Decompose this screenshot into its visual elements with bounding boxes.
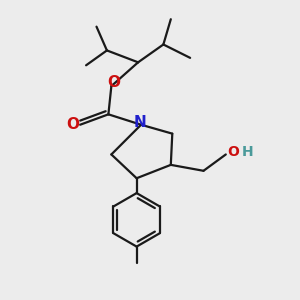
Text: N: N xyxy=(133,115,146,130)
Text: H: H xyxy=(242,145,254,159)
Text: O: O xyxy=(227,145,239,159)
Text: O: O xyxy=(107,75,120,90)
Text: O: O xyxy=(66,117,79,132)
